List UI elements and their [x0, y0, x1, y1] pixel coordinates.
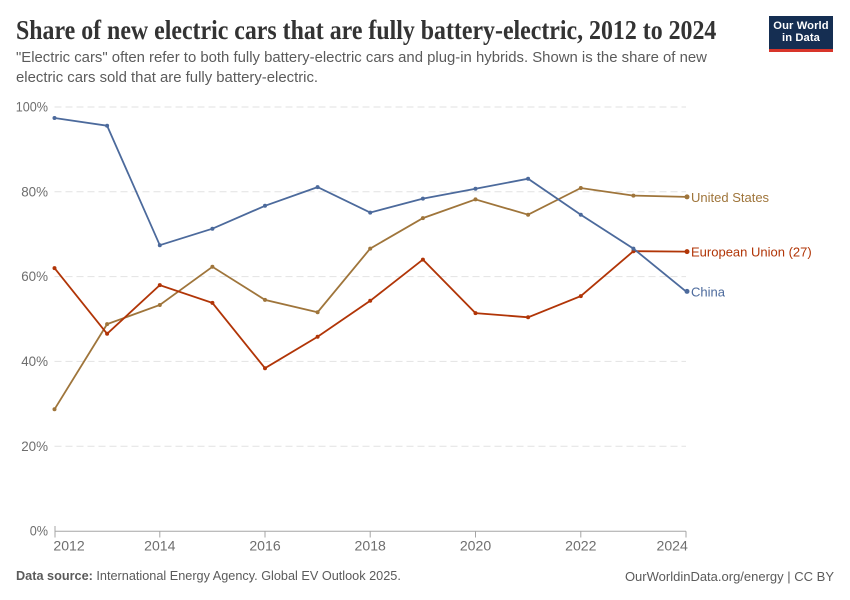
svg-text:2016: 2016 — [249, 538, 280, 554]
svg-text:60%: 60% — [21, 268, 48, 284]
svg-text:2022: 2022 — [565, 538, 596, 554]
svg-text:100%: 100% — [16, 99, 48, 115]
svg-text:United States: United States — [691, 190, 770, 205]
svg-text:40%: 40% — [21, 353, 48, 369]
svg-text:2012: 2012 — [53, 538, 84, 554]
svg-text:0%: 0% — [30, 523, 48, 539]
svg-text:2018: 2018 — [355, 538, 386, 554]
svg-text:20%: 20% — [21, 438, 48, 454]
svg-text:80%: 80% — [21, 183, 48, 199]
svg-text:2014: 2014 — [144, 538, 175, 554]
svg-text:2020: 2020 — [460, 538, 491, 554]
svg-text:European Union (27): European Union (27) — [691, 245, 812, 260]
svg-text:China: China — [691, 284, 726, 299]
svg-text:2024: 2024 — [657, 538, 688, 554]
